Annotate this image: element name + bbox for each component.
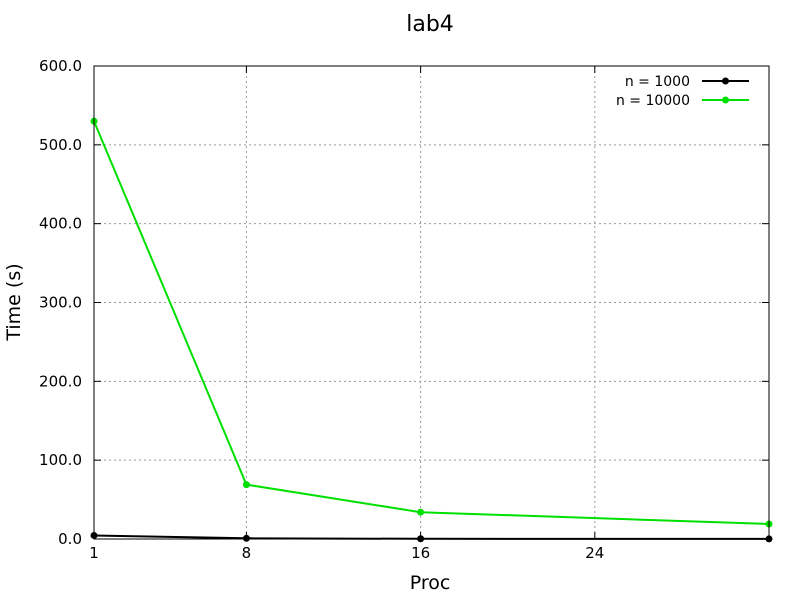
- legend-label: n = 1000: [625, 74, 690, 90]
- chart-title: lab4: [406, 12, 454, 37]
- legend: n = 1000 n = 10000: [616, 74, 749, 109]
- y-tick-label: 600.0: [39, 57, 82, 75]
- data-point: [242, 481, 250, 489]
- y-tick-label: 0.0: [58, 530, 82, 548]
- legend-label: n = 10000: [616, 93, 690, 109]
- y-tick-label: 100.0: [39, 451, 82, 469]
- tick-labels: 0.0 100.0 200.0 300.0 400.0 500.0 600.0 1 8 16 24: [39, 57, 769, 562]
- y-tick-label: 200.0: [39, 372, 82, 390]
- data-point: [417, 508, 425, 516]
- series-line-0: [93, 534, 770, 540]
- y-tick-label: 400.0: [39, 215, 82, 233]
- x-axis-label: Proc: [410, 572, 451, 594]
- grid-lines: [94, 66, 769, 539]
- y-axis-label: Time (s): [3, 263, 25, 341]
- series-line-1: [93, 120, 770, 525]
- series-layer: [90, 117, 773, 543]
- y-tick-label: 300.0: [39, 294, 82, 312]
- legend-marker: [722, 77, 729, 85]
- x-tick-label: 8: [242, 544, 252, 562]
- x-tick-label: 16: [411, 544, 430, 562]
- x-tick-label: 1: [89, 544, 99, 562]
- legend-marker: [722, 96, 729, 104]
- x-tick-label: 24: [585, 544, 604, 562]
- y-tick-label: 500.0: [39, 136, 82, 154]
